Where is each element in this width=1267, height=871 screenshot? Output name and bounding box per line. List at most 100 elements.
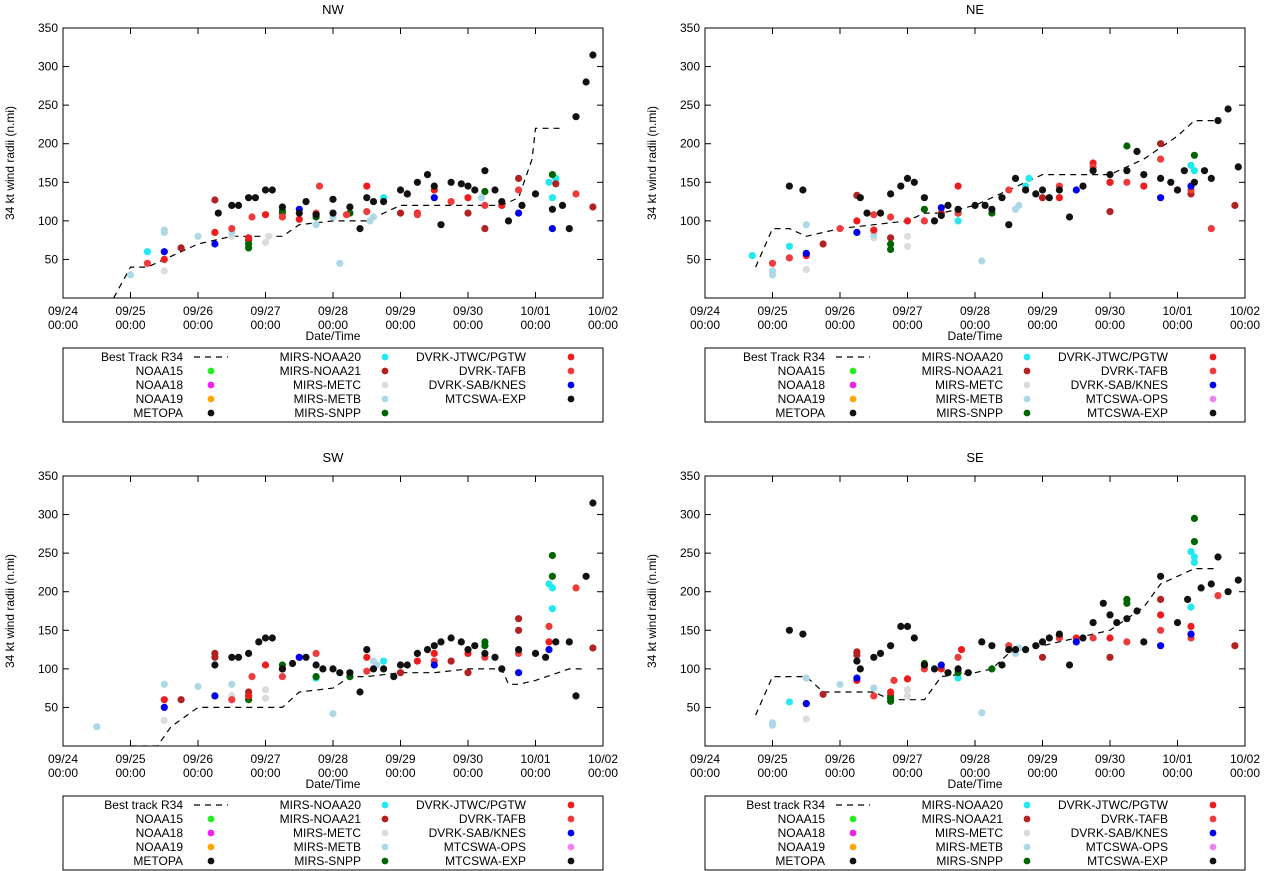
point-mirs-noaa21 bbox=[1157, 595, 1165, 604]
point-dvrk-sab bbox=[853, 228, 861, 236]
point-mtcswa-exp bbox=[552, 638, 560, 646]
point-dvrk-tafb bbox=[768, 259, 777, 267]
legend-marker bbox=[1209, 857, 1217, 865]
y-tick-label: 350 bbox=[38, 469, 58, 483]
point-mirs-metb bbox=[160, 680, 168, 688]
x-tick-time-label: 00:00 bbox=[690, 766, 720, 780]
x-tick-time-label: 00:00 bbox=[1095, 766, 1125, 780]
point-mtcswa-exp bbox=[268, 186, 276, 194]
point-mirs-noaa20 bbox=[143, 248, 151, 256]
point-dvrk-tafb bbox=[278, 213, 286, 221]
legend-label: DVRK-JTWC/PGTW bbox=[416, 798, 527, 812]
x-tick-date-label: 10/02 bbox=[1230, 752, 1260, 766]
point-dvrk-jtwc bbox=[363, 182, 371, 190]
legend-label: MIRS-SNPP bbox=[936, 854, 1003, 868]
legend-label: Best track R34 bbox=[104, 798, 183, 812]
x-tick-time-label: 00:00 bbox=[453, 318, 483, 332]
point-mtcswa-exp bbox=[1123, 615, 1131, 623]
point-mtcswa-exp bbox=[1045, 634, 1053, 642]
point-mtcswa-exp bbox=[531, 649, 540, 658]
x-tick-date-label: 09/27 bbox=[250, 304, 280, 318]
point-dvrk-sab bbox=[430, 661, 438, 669]
point-dvrk-tafb bbox=[1005, 186, 1013, 194]
point-mtcswa-exp bbox=[944, 669, 952, 677]
point-mtcswa-exp bbox=[964, 669, 972, 677]
point-mirs-noaa21 bbox=[1038, 653, 1047, 661]
x-tick-date-label: 10/01 bbox=[520, 752, 550, 766]
point-mirs-noaa20 bbox=[548, 605, 557, 613]
x-tick-time-label: 00:00 bbox=[318, 766, 348, 780]
point-mtcswa-exp bbox=[1089, 167, 1097, 175]
legend-label: Best Track R34 bbox=[743, 350, 825, 364]
x-tick-date-label: 09/28 bbox=[318, 304, 348, 318]
point-mirs-noaa21 bbox=[464, 669, 472, 677]
point-mirs-noaa21 bbox=[515, 626, 523, 634]
point-mtcswa-exp bbox=[856, 194, 864, 202]
y-tick-label: 100 bbox=[38, 214, 58, 228]
point-dvrk-sab bbox=[1072, 186, 1080, 194]
x-tick-time-label: 00:00 bbox=[385, 318, 415, 332]
legend-marker bbox=[1209, 829, 1217, 837]
point-mtcswa-exp bbox=[1157, 572, 1165, 580]
x-tick-time-label: 00:00 bbox=[690, 318, 720, 332]
legend-label: MIRS-NOAA21 bbox=[922, 364, 1004, 378]
legend-label: MIRS-METC bbox=[935, 826, 1003, 840]
y-tick-label: 200 bbox=[680, 585, 700, 599]
point-mirs-noaa21 bbox=[396, 209, 405, 217]
y-tick-label: 50 bbox=[687, 700, 701, 714]
y-tick-label: 50 bbox=[45, 252, 59, 266]
x-tick-date-label: 09/26 bbox=[183, 304, 213, 318]
point-dvrk-jtwc bbox=[211, 228, 219, 236]
point-mtcswa-exp bbox=[329, 195, 337, 203]
point-mirs-snpp bbox=[887, 694, 895, 702]
point-mirs-noaa21 bbox=[819, 240, 827, 248]
point-dvrk-sab bbox=[515, 669, 523, 677]
point-mirs-noaa21 bbox=[1157, 140, 1165, 148]
legend-marker bbox=[849, 367, 857, 375]
point-mirs-noaa20 bbox=[1190, 553, 1198, 561]
point-mtcswa-exp bbox=[491, 186, 499, 194]
legend-label: DVRK-SAB/KNES bbox=[1071, 826, 1168, 840]
legend-marker bbox=[849, 381, 857, 389]
legend-marker bbox=[381, 367, 389, 375]
y-tick-label: 200 bbox=[38, 585, 58, 599]
point-mirs-metb bbox=[93, 723, 101, 731]
legend-label: MIRS-METC bbox=[293, 378, 361, 392]
point-mtcswa-exp bbox=[1099, 599, 1107, 607]
y-axis-label: 34 kt wind radii (n.mi) bbox=[645, 554, 659, 668]
point-dvrk-sab bbox=[802, 700, 810, 708]
chart-title: SW bbox=[323, 450, 345, 465]
point-dvrk-jtwc bbox=[295, 215, 303, 223]
legend-marker bbox=[1023, 353, 1031, 361]
x-tick-time-label: 00:00 bbox=[520, 318, 550, 332]
point-mtcswa-exp bbox=[920, 661, 929, 669]
point-mtcswa-exp bbox=[1005, 646, 1013, 654]
point-mtcswa-exp bbox=[897, 182, 905, 190]
point-mtcswa-exp bbox=[876, 209, 885, 217]
x-tick-time-label: 00:00 bbox=[250, 318, 280, 332]
y-tick-label: 350 bbox=[680, 469, 700, 483]
legend-marker bbox=[1023, 409, 1031, 417]
point-mtcswa-exp bbox=[903, 174, 912, 182]
x-tick-time-label: 00:00 bbox=[48, 766, 78, 780]
legend-marker bbox=[849, 857, 857, 865]
point-dvrk-tafb bbox=[920, 217, 929, 225]
legend-marker bbox=[1023, 381, 1031, 389]
point-mtcswa-exp bbox=[504, 217, 513, 225]
point-mtcswa-exp bbox=[542, 653, 550, 661]
point-mirs-noaa21 bbox=[177, 696, 185, 704]
legend-label: MIRS-NOAA20 bbox=[922, 350, 1004, 364]
y-tick-label: 200 bbox=[38, 137, 58, 151]
x-tick-time-label: 00:00 bbox=[183, 766, 213, 780]
legend-label: MIRS-NOAA21 bbox=[280, 812, 362, 826]
point-mirs-snpp bbox=[312, 673, 320, 681]
point-mtcswa-exp bbox=[278, 665, 286, 673]
point-mirs-noaa20 bbox=[545, 178, 553, 186]
legend-marker bbox=[1023, 367, 1031, 375]
x-tick-date-label: 09/30 bbox=[453, 304, 483, 318]
point-mtcswa-exp bbox=[1055, 186, 1063, 194]
point-dvrk-tafb bbox=[315, 182, 324, 190]
x-tick-date-label: 09/26 bbox=[825, 304, 855, 318]
point-mtcswa-exp bbox=[481, 649, 489, 658]
point-dvrk-sab bbox=[937, 204, 945, 212]
